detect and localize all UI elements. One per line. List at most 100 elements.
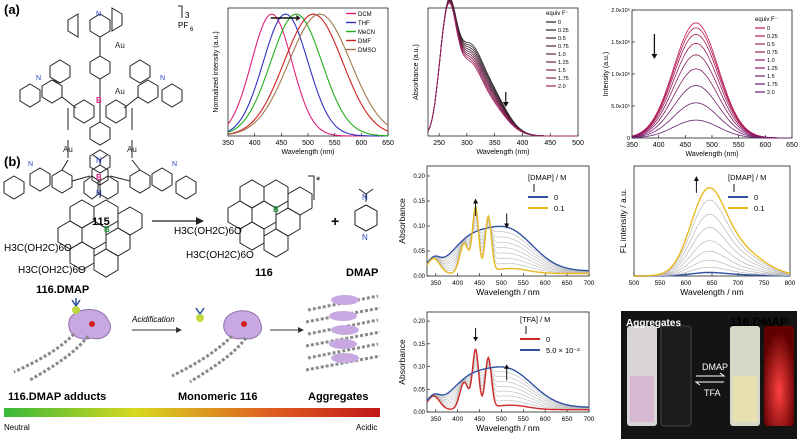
cartoon-state3-label: Aggregates [308,391,369,403]
scheme-116-structure [227,175,315,258]
intermediate-series [426,366,589,408]
x-tick-label: 650 [562,416,573,423]
y-tick-label: 5.0x10⁵ [611,103,630,110]
y-tick-label: 0.10 [413,365,425,371]
cartoon-adduct [13,298,112,382]
legend-label: 0 [767,26,770,32]
intermediate-series [426,209,590,274]
x-tick-label: 400 [452,416,463,423]
nitrogen-label: N [36,75,41,82]
x-tick-label: 400 [517,140,529,147]
x-tick-label: 500 [629,280,640,287]
gold-label: Au [127,145,137,154]
chart-tfa-absorbance: 350 400 450 500 550 600 650 700 Wavelength / nm A… [397,311,595,433]
compound-115-structure [3,7,197,200]
x-tick-label: 450 [474,280,485,287]
gold-label: Au [63,145,73,154]
byproduct-label: DMAP [346,267,378,279]
photo-forward-arrow [696,372,726,377]
x-tick-label: 600 [759,142,771,149]
absorbance-series [427,0,578,137]
x-tick-label: 600 [540,280,551,287]
intermediate-series [426,360,590,409]
gradient-right-label: Acidic [356,423,377,432]
photo-left-label: Aggregates [626,318,681,329]
chart-solvent-emission: 350 400 450 500 550 600 650 Wavelength (nm) Norm… [213,7,394,156]
fluorescence-series [634,199,791,277]
legend-label: MeCN [358,30,375,36]
absorbance-series [427,0,578,137]
x-tick-label: 700 [733,280,744,287]
legend-label: 1.75 [767,82,778,88]
x-axis-label: Wavelength (nm) [476,149,529,156]
red-shift-arrowhead [296,15,301,21]
x-axis-label: Wavelength / nm [476,423,539,433]
series-final [426,206,589,275]
x-tick-label: 450 [474,416,485,423]
y-axis-label: Absorbance (a.u.) [413,44,420,100]
legend-label: 2.0 [767,90,775,96]
scheme-116-labels: B * H3C(OH2C)6O H3C(OH2C)6O 116 + [174,175,339,279]
increase-arrowhead [473,198,479,204]
x-axis-label: Wavelength / nm [476,287,539,297]
x-tick-label: 800 [785,280,796,287]
vial-aggregates-ambient-liquid [630,376,654,422]
reaction-arrowhead [196,217,204,225]
x-tick-label: 600 [681,280,692,287]
dmap-nitrogen-label: N [96,189,102,198]
gold-label: Au [115,87,125,96]
fluorescence-series [634,186,791,277]
legend-label: 0.1 [754,204,764,213]
boron-label: B [96,96,102,105]
x-tick-label: 750 [759,280,770,287]
x-tick-label: 350 [626,142,638,149]
legend-label: 1.5 [767,74,775,80]
nitrogen-label: N [172,161,177,168]
cartoon-arrow-label: Acidification [131,315,175,324]
legend-label: 1.0 [558,52,566,58]
x-tick-label: 650 [562,280,573,287]
legend-label: 0 [754,193,758,202]
fluorescence-series [634,213,791,277]
substituent-label: H3C(OH2C)6O [186,250,254,261]
absorbance-series [427,0,578,137]
legend-label: 0.25 [558,28,569,34]
absorbance-series [427,0,578,137]
legend-title: equiv F⁻ [755,17,778,23]
legend-label: 1.25 [767,66,778,72]
counterion: 3 PF 6 [178,5,194,33]
x-tick-label: 500 [496,280,507,287]
substituent-label: H3C(OH2C)6O [174,226,242,237]
chart-dmap-fluorescence: 500 550 600 650 700 750 800 Wavelength / nm FL i… [618,165,796,297]
absorbance-series [427,2,578,137]
x-tick-label: 350 [489,140,501,147]
nitrogen-label: N [96,11,101,18]
x-axis-label: Wavelength (nm) [281,149,334,156]
dmap-nitrogen-label: N [362,233,368,242]
compound-115-labels: Au Au Au Au B B N N N N N [28,11,177,182]
legend-label: DCM [358,12,372,18]
x-tick-label: 400 [249,140,261,147]
cartoon-arrowhead-2 [298,327,304,333]
decrease-arrowhead [473,337,479,342]
photo-forward-reagent: DMAP [702,362,728,372]
substituent-label: H3C(OH2C)6O [18,265,86,276]
cartoon-monomer [171,307,262,384]
product-label: 116 [255,267,273,279]
y-tick-label: 0.15 [413,342,425,348]
intermediate-series [426,365,589,409]
x-tick-label: 350 [430,280,441,287]
panel-b-label: (b) [4,154,21,169]
svg-text:PF: PF [178,21,188,30]
y-tick-label: 1.0x10⁶ [611,71,630,78]
vial-aggregates-uv [660,325,692,427]
svg-text:6: 6 [190,27,194,33]
boron-label: B [104,225,110,234]
legend-label: 2.0 [558,84,566,90]
x-tick-label: 550 [655,280,666,287]
compound-115-number: 115 [92,216,110,228]
legend-label: 1.25 [558,60,569,66]
legend-label: 5.0 × 10⁻² [546,346,580,355]
series-final [426,366,589,408]
increase-arrowhead [693,176,699,181]
